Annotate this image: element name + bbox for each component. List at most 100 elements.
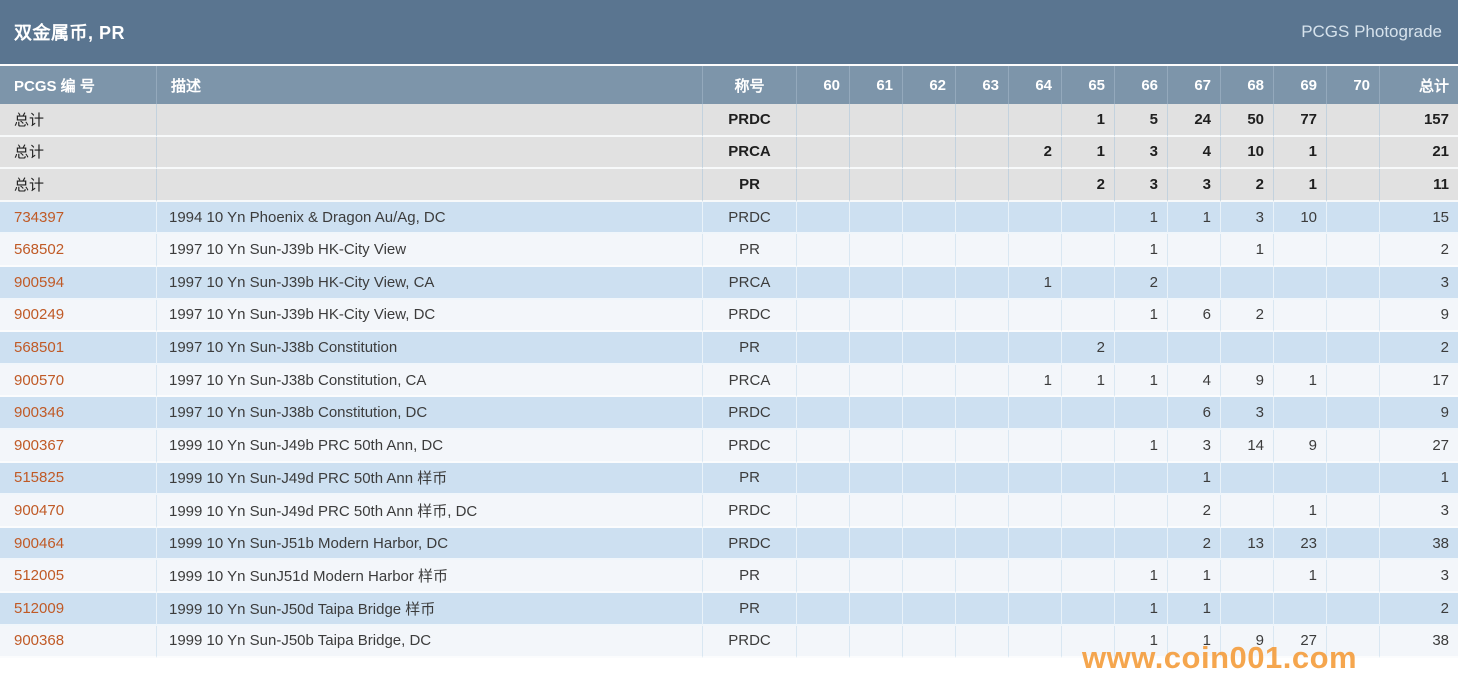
designation-cell: PR (703, 462, 797, 496)
grade-cell-64 (1009, 397, 1062, 430)
grade-cell-63 (956, 266, 1009, 300)
grade-cell-60 (797, 429, 850, 463)
header-grade-63: 63 (956, 66, 1009, 104)
grade-cell-60 (797, 299, 850, 333)
grade-cell-70 (1327, 364, 1380, 398)
grade-cell-64 (1009, 462, 1062, 496)
grade-cell-62 (903, 429, 956, 463)
description-cell: 1999 10 Yn Sun-J49b PRC 50th Ann, DC (157, 429, 703, 463)
designation-cell: PRCA (703, 364, 797, 398)
grade-cell-67: 1 (1168, 560, 1221, 593)
grade-cell-69: 1 (1274, 136, 1327, 170)
grade-cell-66: 1 (1115, 234, 1168, 267)
grade-cell-61 (850, 495, 903, 528)
grade-cell-69: 1 (1274, 495, 1327, 528)
grade-cell-67: 2 (1168, 495, 1221, 528)
grade-cell-63 (956, 625, 1009, 659)
grade-cell-61 (850, 397, 903, 430)
grade-cell-69: 27 (1274, 625, 1327, 659)
grade-cell-61 (850, 266, 903, 300)
pcgs-number-link[interactable]: 900464 (0, 527, 157, 561)
grade-cell-64 (1009, 592, 1062, 626)
total-cell: 2 (1380, 234, 1458, 267)
pcgs-number-link[interactable]: 900594 (0, 266, 157, 300)
designation-cell: PR (703, 332, 797, 365)
grade-cell-63 (956, 429, 1009, 463)
description-cell: 1994 10 Yn Phoenix & Dragon Au/Ag, DC (157, 201, 703, 235)
grade-cell-70 (1327, 495, 1380, 528)
pcgs-number-link[interactable]: 515825 (0, 462, 157, 496)
description-cell: 1999 10 Yn Sun-J50d Taipa Bridge 样币 (157, 592, 703, 626)
grade-cell-63 (956, 299, 1009, 333)
designation-cell: PRDC (703, 495, 797, 528)
designation-cell: PR (703, 234, 797, 267)
grade-cell-63 (956, 104, 1009, 137)
grade-cell-65: 1 (1062, 104, 1115, 137)
grade-cell-66 (1115, 462, 1168, 496)
pcgs-number-link[interactable]: 900368 (0, 625, 157, 659)
grade-cell-62 (903, 234, 956, 267)
table-row: 568502 1997 10 Yn Sun-J39b HK-City View PR… (0, 234, 1458, 267)
grade-cell-63 (956, 462, 1009, 496)
header-grade-70: 70 (1327, 66, 1380, 104)
pcgs-number-link[interactable]: 900249 (0, 299, 157, 333)
pcgs-number-link[interactable]: 568501 (0, 332, 157, 365)
pcgs-number-link[interactable]: 512009 (0, 592, 157, 626)
grade-cell-70 (1327, 625, 1380, 659)
grade-cell-69 (1274, 462, 1327, 496)
grade-cell-66: 3 (1115, 136, 1168, 170)
total-cell: 1 (1380, 462, 1458, 496)
total-cell: 17 (1380, 364, 1458, 398)
grade-cell-68: 3 (1221, 397, 1274, 430)
designation-cell: PRDC (703, 625, 797, 659)
grade-cell-67: 1 (1168, 462, 1221, 496)
grade-cell-66: 1 (1115, 429, 1168, 463)
grade-cell-67: 4 (1168, 136, 1221, 170)
grade-cell-60 (797, 136, 850, 170)
header-description: 描述 (157, 66, 703, 104)
grade-cell-70 (1327, 266, 1380, 300)
pcgs-number-link[interactable]: 734397 (0, 201, 157, 235)
grade-cell-65 (1062, 234, 1115, 267)
grade-cell-64 (1009, 299, 1062, 333)
total-cell: 3 (1380, 495, 1458, 528)
pcgs-number-link[interactable]: 900346 (0, 397, 157, 430)
header-grade-66: 66 (1115, 66, 1168, 104)
grade-cell-64 (1009, 429, 1062, 463)
grade-cell-64 (1009, 104, 1062, 137)
grade-cell-64: 2 (1009, 136, 1062, 170)
grade-cell-66 (1115, 495, 1168, 528)
grade-cell-66: 3 (1115, 169, 1168, 202)
total-cell: 3 (1380, 266, 1458, 300)
total-cell: 38 (1380, 625, 1458, 659)
pcgs-number-link[interactable]: 512005 (0, 560, 157, 593)
photograde-link[interactable]: PCGS Photograde (1301, 22, 1442, 41)
table-row: 900470 1999 10 Yn Sun-J49d PRC 50th Ann 样… (0, 495, 1458, 528)
description-cell (157, 104, 703, 137)
pcgs-number-link[interactable]: 568502 (0, 234, 157, 267)
pcgs-number-link[interactable]: 900367 (0, 429, 157, 463)
header-grade-65: 65 (1062, 66, 1115, 104)
grade-cell-70 (1327, 169, 1380, 202)
grade-cell-64 (1009, 201, 1062, 235)
header-grade-62: 62 (903, 66, 956, 104)
grade-cell-60 (797, 560, 850, 593)
grade-cell-64 (1009, 234, 1062, 267)
table-row: 900464 1999 10 Yn Sun-J51b Modern Harbor,… (0, 527, 1458, 561)
grade-cell-70 (1327, 299, 1380, 333)
header-grade-67: 67 (1168, 66, 1221, 104)
grade-cell-68: 14 (1221, 429, 1274, 463)
total-cell: 27 (1380, 429, 1458, 463)
grade-cell-62 (903, 104, 956, 137)
grade-cell-68: 50 (1221, 104, 1274, 137)
title-bar: 双金属币, PR PCGS Photograde (0, 0, 1458, 66)
grade-cell-63 (956, 397, 1009, 430)
total-cell: 3 (1380, 560, 1458, 593)
total-cell: 9 (1380, 397, 1458, 430)
total-cell: 2 (1380, 592, 1458, 626)
page-title: 双金属币, PR (14, 23, 126, 43)
pcgs-number-link[interactable]: 900470 (0, 495, 157, 528)
grade-cell-61 (850, 136, 903, 170)
pcgs-number-link[interactable]: 900570 (0, 364, 157, 398)
grade-cell-60 (797, 201, 850, 235)
